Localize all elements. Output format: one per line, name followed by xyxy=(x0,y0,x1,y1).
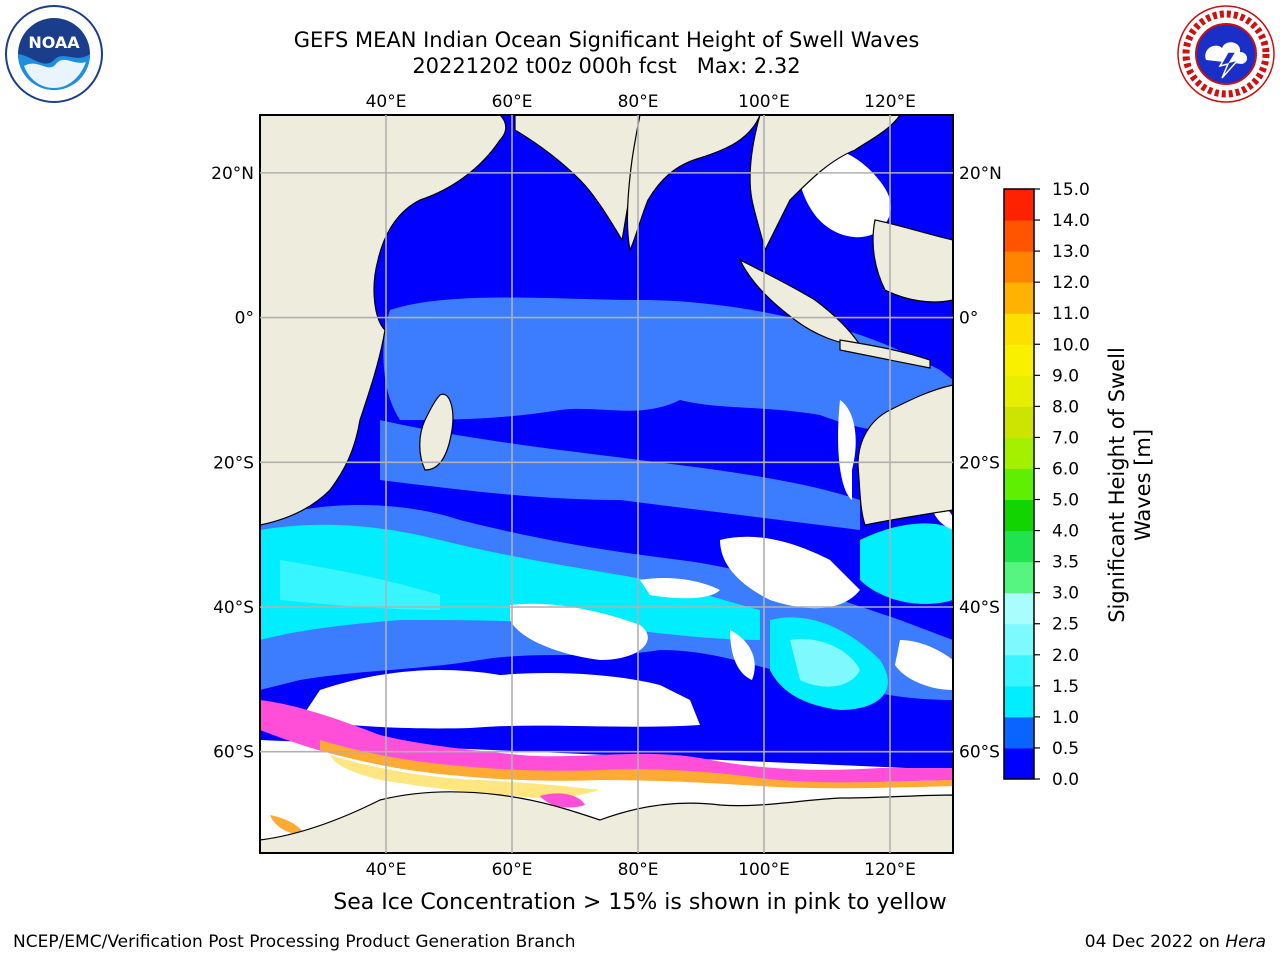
colorbar-segment xyxy=(1004,623,1034,656)
colorbar-segment xyxy=(1004,468,1034,501)
map-frame xyxy=(259,114,954,854)
left-latitude-label: 0° xyxy=(235,309,254,329)
left-latitude-label: 40°S xyxy=(213,598,254,618)
top-longitude-label: 60°E xyxy=(492,92,533,112)
right-latitude-labels: 20°N 0° 20°S 40°S 60°S xyxy=(959,164,1002,763)
colorbar-tick-label: 15.0 xyxy=(1052,180,1090,200)
left-latitude-label: 60°S xyxy=(213,743,254,763)
sea-ice-concentration xyxy=(260,700,953,835)
footer-system: Hera xyxy=(1225,932,1266,952)
right-latitude-label: 20°S xyxy=(959,453,1000,473)
bottom-longitude-labels: 40°E 60°E 80°E 100°E 120°E xyxy=(366,860,916,880)
colorbar-segment xyxy=(1004,437,1034,469)
left-latitude-labels: 20°N 0° 20°S 40°S 60°S xyxy=(211,164,254,763)
sea-ice-note: Sea Ice Concentration > 15% is shown in … xyxy=(333,890,947,915)
bottom-longitude-label: 60°E xyxy=(492,860,533,880)
colorbar-segment xyxy=(1004,406,1034,438)
top-longitude-label: 120°E xyxy=(864,92,916,112)
colorbar-tick-label: 5.0 xyxy=(1052,491,1079,511)
colorbar-segment xyxy=(1004,747,1034,780)
right-latitude-label: 40°S xyxy=(959,598,1000,618)
top-longitude-label: 80°E xyxy=(618,92,659,112)
forecast-subtitle: 20221202 t00z 000h fcst Max: 2.32 xyxy=(412,54,801,78)
footer-producer: NCEP/EMC/Verification Post Processing Pr… xyxy=(13,932,576,952)
colorbar-tick-label: 3.0 xyxy=(1052,584,1079,604)
colorbar-tick-labels: 0.0 0.5 1.0 1.5 2.0 2.5 3.0 3.5 4.0 5.0 6.0 7.0 8.0 9… xyxy=(1034,180,1090,790)
left-latitude-label: 20°S xyxy=(213,453,254,473)
graticule xyxy=(260,115,953,853)
bottom-longitude-label: 40°E xyxy=(366,860,407,880)
colorbar-tick-label: 1.0 xyxy=(1052,708,1079,728)
colorbar-segment xyxy=(1004,654,1034,687)
colorbar-segment xyxy=(1004,189,1034,221)
colorbar-segment xyxy=(1004,561,1034,594)
colorbar-tick-label: 0.5 xyxy=(1052,739,1079,759)
colorbar-segment xyxy=(1004,716,1034,749)
noaa-logo: NOAA xyxy=(5,5,103,103)
colorbar-tick-label: 10.0 xyxy=(1052,335,1090,355)
colorbar-segment xyxy=(1004,282,1034,314)
footer-date-text: 04 Dec 2022 on xyxy=(1084,932,1226,952)
colorbar-tick-label: 2.0 xyxy=(1052,646,1079,666)
colorbar-tick-label: 4.0 xyxy=(1052,522,1079,542)
swell-height-field xyxy=(260,297,953,710)
bottom-longitude-label: 80°E xyxy=(618,860,659,880)
colorbar-segment xyxy=(1004,375,1034,407)
right-latitude-label: 0° xyxy=(959,309,978,329)
colorbar-frame xyxy=(1003,188,1035,780)
colorbar-segment xyxy=(1004,313,1034,345)
colorbar-tick-label: 8.0 xyxy=(1052,397,1079,417)
colorbar-segment xyxy=(1004,530,1034,563)
colorbar-segment xyxy=(1004,220,1034,252)
colorbar-tick-label: 0.0 xyxy=(1052,770,1079,790)
colorbar xyxy=(1003,188,1035,780)
colorbar-label-line2: Waves [m] xyxy=(1131,428,1155,542)
bottom-longitude-label: 100°E xyxy=(738,860,790,880)
colorbar-tick-label: 2.5 xyxy=(1052,615,1079,635)
top-longitude-label: 100°E xyxy=(738,92,790,112)
top-longitude-labels: 40°E 60°E 80°E 100°E 120°E xyxy=(366,92,916,112)
colorbar-tick-label: 6.0 xyxy=(1052,459,1079,479)
land-masses xyxy=(260,115,953,853)
colorbar-segment xyxy=(1004,685,1034,718)
svg-text:NOAA: NOAA xyxy=(28,33,80,52)
national-weather-service-logo xyxy=(1177,5,1275,103)
colorbar-tick-label: 11.0 xyxy=(1052,304,1090,324)
colorbar-label-line1: Significant Height of Swell xyxy=(1105,347,1129,623)
colorbar-tick-label: 9.0 xyxy=(1052,366,1079,386)
right-latitude-label: 60°S xyxy=(959,743,1000,763)
colorbar-segment xyxy=(1004,592,1034,625)
right-latitude-label: 20°N xyxy=(959,164,1002,184)
top-longitude-label: 40°E xyxy=(366,92,407,112)
colorbar-segment xyxy=(1004,499,1034,532)
chart-title: GEFS MEAN Indian Ocean Significant Heigh… xyxy=(293,28,920,52)
colorbar-tick-label: 14.0 xyxy=(1052,211,1090,231)
colorbar-segment xyxy=(1004,251,1034,283)
colorbar-tick-label: 12.0 xyxy=(1052,273,1090,293)
colorbar-tick-label: 1.5 xyxy=(1052,677,1079,697)
left-latitude-label: 20°N xyxy=(211,164,254,184)
bottom-longitude-label: 120°E xyxy=(864,860,916,880)
colorbar-tick-label: 13.0 xyxy=(1052,242,1090,262)
colorbar-tick-label: 7.0 xyxy=(1052,428,1079,448)
colorbar-segment xyxy=(1004,344,1034,376)
footer-date: 04 Dec 2022 on Hera xyxy=(1085,932,1266,952)
colorbar-tick-label: 3.5 xyxy=(1052,553,1079,573)
